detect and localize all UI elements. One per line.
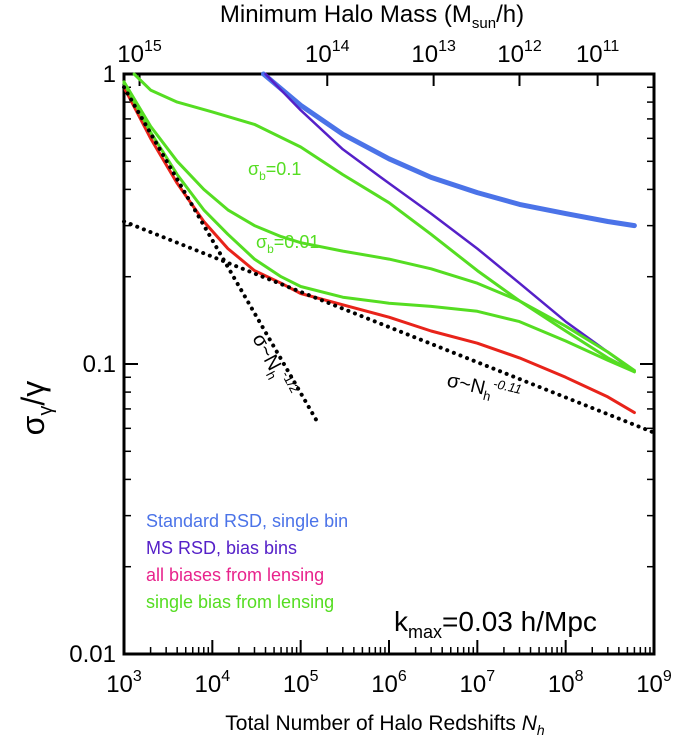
series-line-6 [122, 85, 321, 427]
x-tick-label: 106 [371, 668, 407, 698]
x-axis-label: Total Number of Halo Redshifts Nh [225, 712, 545, 738]
top-tick-label: 1012 [497, 38, 542, 68]
annotation-sigma-b-0-01: σb=0.01 [256, 232, 319, 256]
annotation-kmax: kmax=0.03 h/Mpc [394, 606, 597, 642]
top-tick-label: 1015 [117, 38, 162, 68]
x-tick-label: 104 [195, 668, 231, 698]
series-line-1 [264, 72, 636, 374]
legend-entry: MS RSD, bias bins [146, 538, 297, 558]
top-tick-label: 1011 [576, 38, 619, 68]
x-tick-label: 105 [283, 668, 319, 698]
x-tick-label: 109 [636, 668, 672, 698]
top-axis-title: Minimum Halo Mass (Msun/h) [220, 1, 524, 32]
top-tick-label: 1014 [305, 38, 350, 68]
series-line-4 [122, 80, 636, 372]
y-axis-label: σγ/γ [15, 381, 57, 436]
series-line-5 [132, 72, 636, 374]
x-tick-label: 108 [548, 668, 584, 698]
x-axis-tick-labels: 103 104 105 106 107 108 109 [106, 668, 672, 698]
annotation-slope-0-11: σ~Nh-0.11 [444, 366, 523, 411]
series-line-2 [122, 85, 636, 415]
annotation-slope-half: σ~Nh-1/2 [245, 328, 303, 402]
series-line-0 [261, 71, 637, 229]
y-axis-tick-labels: 1 0.1 0.01 [69, 61, 116, 668]
annotation-sigma-b-0-1: σb=0.1 [248, 159, 301, 183]
legend-entry: all biases from lensing [146, 565, 324, 585]
y-tick-label: 1 [103, 61, 116, 88]
top-axis-ticks: 1015 1014 1013 1012 1011 [117, 38, 619, 68]
top-tick-label: 1013 [411, 38, 456, 68]
y-tick-label: 0.1 [83, 351, 116, 378]
series-line-3 [122, 81, 636, 374]
series-line-7 [122, 219, 656, 435]
series-layer [122, 71, 656, 435]
x-tick-label: 103 [106, 668, 142, 698]
legend: Standard RSD, single bin MS RSD, bias bin… [146, 511, 348, 612]
y-tick-label: 0.01 [69, 641, 116, 668]
legend-entry: single bias from lensing [146, 592, 334, 612]
legend-entry: Standard RSD, single bin [146, 511, 348, 531]
x-tick-label: 107 [460, 668, 496, 698]
